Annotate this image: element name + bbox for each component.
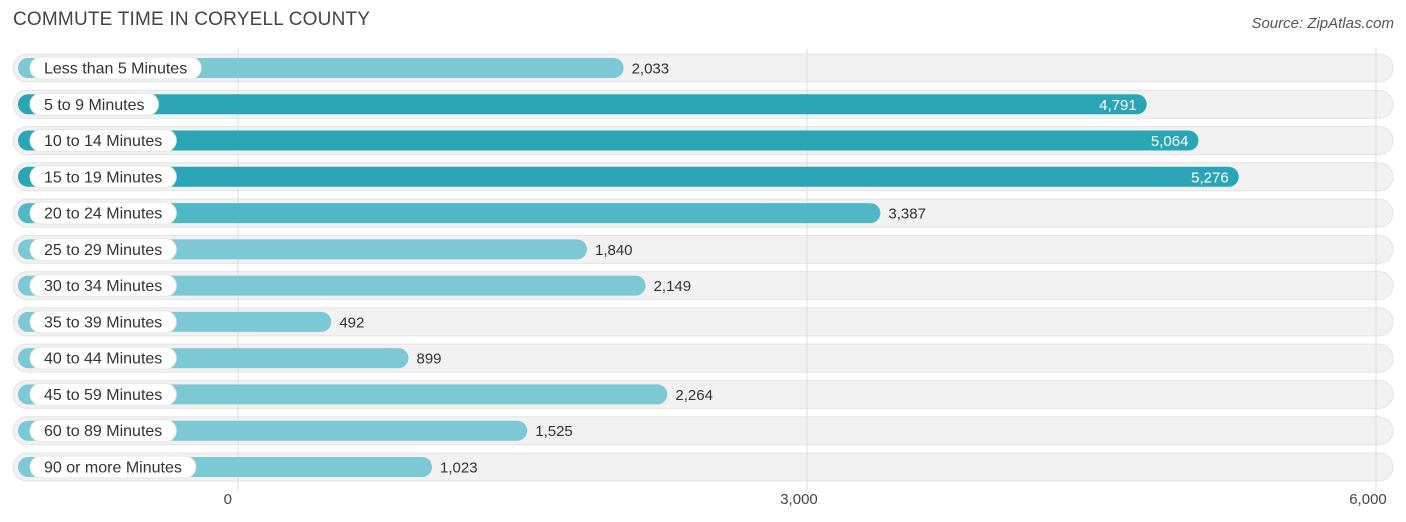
category-label-pill [29, 237, 177, 261]
category-label-pill [29, 382, 177, 406]
category-label: 30 to 34 Minutes [44, 278, 162, 295]
category-label: 25 to 29 Minutes [44, 242, 162, 259]
category-label: 45 to 59 Minutes [44, 387, 162, 404]
value-label: 1,840 [595, 242, 633, 259]
category-label-pill [29, 455, 197, 479]
bar [18, 203, 881, 224]
value-label: 1,525 [535, 423, 573, 440]
x-tick-label: 3,000 [780, 491, 818, 508]
category-label-pill [29, 92, 159, 116]
source-note: Source: ZipAtlas.com [1251, 15, 1394, 32]
category-label: 10 to 14 Minutes [44, 133, 162, 150]
value-label: 5,276 [1191, 169, 1229, 186]
bar-track [12, 307, 1394, 337]
category-label-pill [29, 165, 177, 189]
bar [18, 130, 1199, 151]
category-label-pill [29, 310, 177, 334]
category-label-pill [29, 274, 177, 298]
x-tick-label: 6,000 [1349, 491, 1387, 508]
category-label: 60 to 89 Minutes [44, 423, 162, 440]
value-label: 3,387 [888, 206, 926, 223]
category-label-pill [29, 129, 177, 153]
value-label: 4,791 [1099, 97, 1137, 114]
value-label: 2,149 [654, 278, 692, 295]
category-label-pill [29, 419, 177, 443]
value-label: 899 [417, 351, 442, 368]
category-label: 15 to 19 Minutes [44, 169, 162, 186]
category-label: 5 to 9 Minutes [44, 97, 145, 114]
category-label: 40 to 44 Minutes [44, 351, 162, 368]
value-label: 1,023 [440, 459, 478, 476]
bar [18, 166, 1239, 187]
value-label: 492 [339, 314, 364, 331]
category-label-pill [29, 56, 202, 80]
chart-title: COMMUTE TIME IN CORYELL COUNTY [13, 9, 371, 30]
value-label: 2,264 [675, 387, 713, 404]
category-label: 20 to 24 Minutes [44, 206, 162, 223]
category-label: 35 to 39 Minutes [44, 314, 162, 331]
bar [18, 94, 1147, 115]
x-tick-label: 0 [224, 491, 232, 508]
value-label: 5,064 [1151, 133, 1189, 150]
category-label: Less than 5 Minutes [44, 61, 187, 78]
category-label-pill [29, 201, 177, 225]
bar [18, 384, 668, 405]
category-label-pill [29, 346, 177, 370]
value-label: 2,033 [632, 61, 670, 78]
category-label: 90 or more Minutes [44, 459, 182, 476]
